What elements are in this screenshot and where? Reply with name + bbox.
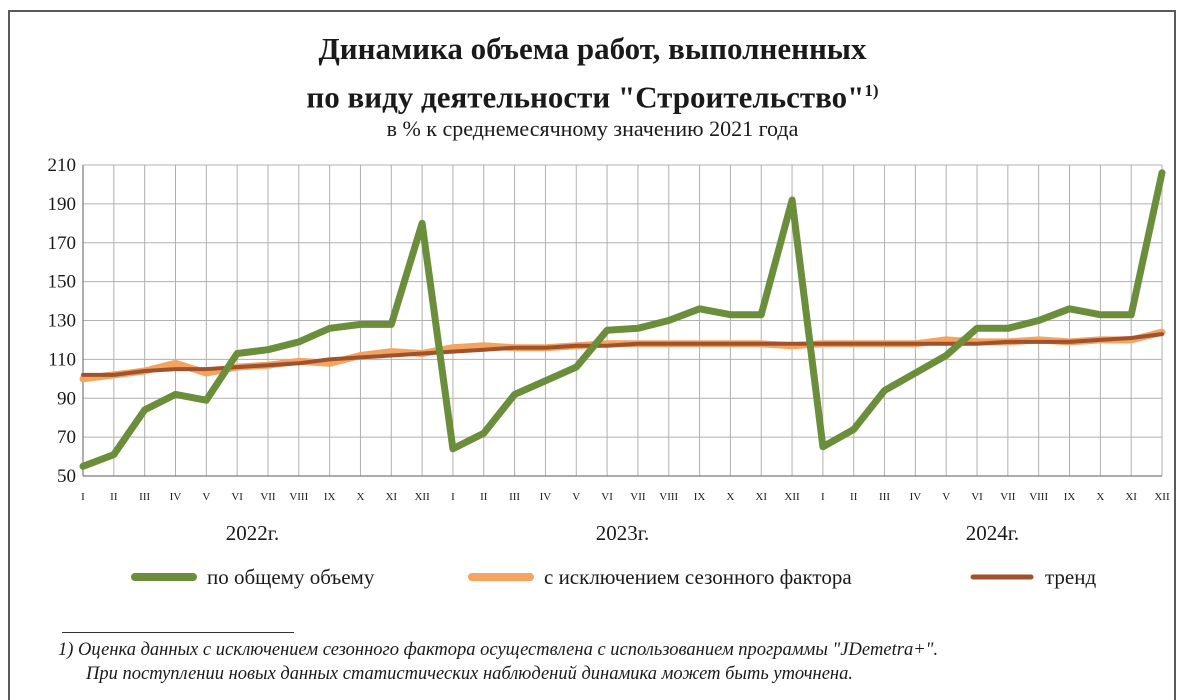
series-line xyxy=(79,169,1166,470)
x-tick-label: III xyxy=(139,491,150,503)
legend-label: с исключением сезонного фактора xyxy=(544,565,852,589)
footnote-line-1: 1) Оценка данных с исключением сезонного… xyxy=(58,640,939,660)
x-tick-label: VIII xyxy=(1029,491,1048,503)
x-tick-label: VI xyxy=(971,491,983,503)
y-tick-label: 50 xyxy=(57,466,76,487)
y-tick-label: 190 xyxy=(48,194,77,215)
x-tick-label: VII xyxy=(260,491,276,503)
chart-subtitle: в % к среднемесячному значению 2021 года xyxy=(386,116,799,141)
x-tick-label: V xyxy=(572,491,580,503)
x-tick-label: IV xyxy=(170,491,182,503)
footnote-line-2: При поступлении новых данных статистичес… xyxy=(86,664,853,684)
x-tick-label: II xyxy=(480,491,488,503)
x-tick-label: XI xyxy=(385,491,397,503)
x-tick-label: VII xyxy=(1000,491,1016,503)
x-tick-label: XII xyxy=(1154,491,1170,503)
x-tick-label: XII xyxy=(784,491,800,503)
x-tick-label: III xyxy=(879,491,890,503)
y-tick-label: 170 xyxy=(48,233,77,254)
x-tick-label: XI xyxy=(1125,491,1137,503)
chart-title: Динамика объема работ, выполненных по ви… xyxy=(0,28,1185,118)
x-tick-label: IV xyxy=(540,491,552,503)
x-tick-label: X xyxy=(1096,491,1104,503)
x-tick-label: V xyxy=(202,491,210,503)
x-tick-label: I xyxy=(821,491,825,503)
y-tick-label: 90 xyxy=(57,388,76,409)
x-tick-label: VI xyxy=(601,491,613,503)
x-tick-label: IX xyxy=(324,491,336,503)
x-tick-label: VI xyxy=(231,491,243,503)
x-tick-label: I xyxy=(81,491,85,503)
y-tick-label: 70 xyxy=(57,427,76,448)
x-tick-label: VII xyxy=(630,491,646,503)
y-tick-label: 210 xyxy=(48,155,77,176)
series-line xyxy=(81,332,1164,377)
x-tick-label: I xyxy=(451,491,455,503)
legend-label: по общему объему xyxy=(207,565,375,589)
x-tick-label: X xyxy=(726,491,734,503)
year-label: 2024г. xyxy=(966,521,1020,545)
x-tick-label: VIII xyxy=(289,491,308,503)
chart-title-line2: по виду деятельности "Строительство" xyxy=(306,79,865,115)
year-label: 2022г. xyxy=(226,521,280,545)
y-tick-label: 110 xyxy=(48,349,76,370)
x-tick-label: V xyxy=(942,491,950,503)
footnote-divider xyxy=(62,632,294,633)
y-tick-label: 150 xyxy=(48,272,77,293)
x-tick-label: II xyxy=(110,491,118,503)
x-tick-label: XII xyxy=(414,491,430,503)
x-tick-label: IV xyxy=(910,491,922,503)
x-tick-label: X xyxy=(356,491,364,503)
x-tick-label: II xyxy=(850,491,858,503)
chart-frame xyxy=(8,10,1176,700)
x-tick-label: IX xyxy=(1064,491,1076,503)
chart-title-line1: Динамика объема работ, выполненных xyxy=(318,31,867,66)
year-label: 2023г. xyxy=(596,521,650,545)
x-tick-label: VIII xyxy=(659,491,678,503)
title-footnote-mark: 1) xyxy=(864,81,879,100)
footnote: 1) Оценка данных с исключением сезонного… xyxy=(58,638,938,686)
x-tick-label: XI xyxy=(755,491,767,503)
y-tick-label: 130 xyxy=(48,311,77,332)
legend-label: тренд xyxy=(1045,565,1096,589)
x-tick-label: III xyxy=(509,491,520,503)
x-tick-label: IX xyxy=(694,491,706,503)
